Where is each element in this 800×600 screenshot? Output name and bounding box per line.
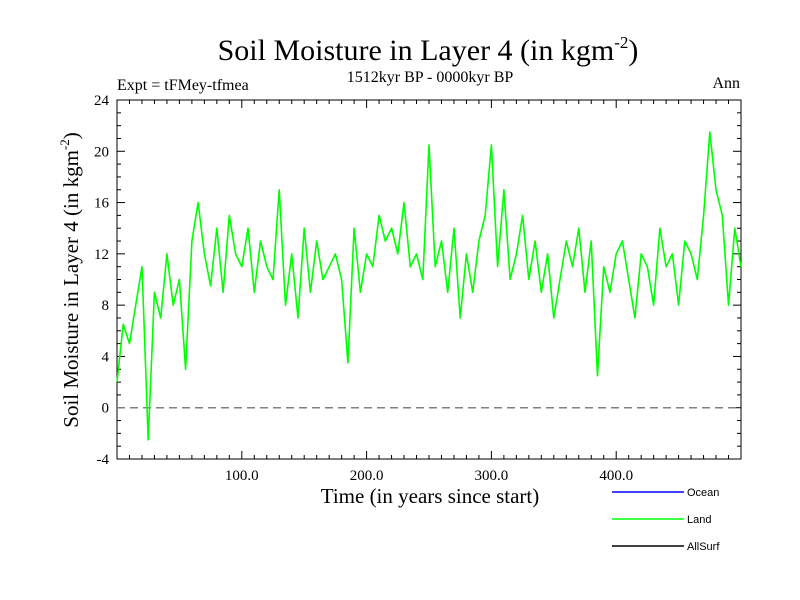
y-tick-label: 12	[94, 247, 109, 263]
y-tick-label: 24	[94, 93, 110, 109]
chart-title-suffix: )	[628, 34, 638, 67]
legend-label-land: Land	[687, 514, 711, 526]
x-tick-label: 400.0	[599, 468, 633, 484]
legend-label-ocean: Ocean	[687, 487, 719, 499]
chart-title-main: Soil Moisture in Layer 4 (in kgm	[218, 34, 615, 67]
y-tick-label: -4	[97, 452, 110, 468]
series-line-land	[116, 131, 742, 441]
y-tick-label: 20	[94, 144, 109, 160]
y-axis-label-superscript: -2	[57, 139, 72, 150]
y-tick-label: 4	[102, 349, 110, 365]
legend-label-allsurf: AllSurf	[687, 541, 720, 553]
expt-label: Expt = tFMey-tfmea	[117, 77, 249, 94]
y-axis-label-suffix: )	[59, 132, 83, 139]
x-tick-label: 100.0	[225, 468, 259, 484]
y-tick-label: 8	[102, 298, 110, 314]
x-axis-label: Time (in years since start)	[321, 484, 540, 508]
y-tick-label: 0	[102, 401, 110, 417]
chart-title-superscript: -2	[614, 33, 628, 52]
period-label: 1512kyr BP - 0000kyr BP	[347, 69, 514, 86]
x-tick-label: 200.0	[350, 468, 384, 484]
season-label: Ann	[712, 75, 740, 92]
x-tick-label: 300.0	[475, 468, 509, 484]
chart-title: Soil Moisture in Layer 4 (in kgm-2)	[218, 33, 639, 67]
y-axis-label: Soil Moisture in Layer 4 (in kgm-2)	[57, 132, 83, 427]
y-axis-label-main: Soil Moisture in Layer 4 (in kgm	[59, 150, 83, 428]
y-tick-label: 16	[94, 196, 110, 212]
